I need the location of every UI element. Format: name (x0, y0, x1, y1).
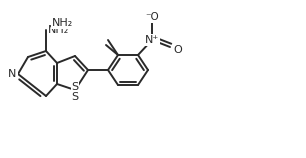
Text: N: N (8, 69, 16, 79)
Text: S: S (71, 82, 79, 92)
Text: O: O (173, 45, 182, 55)
Text: ⁻O: ⁻O (145, 12, 159, 22)
Text: S: S (71, 92, 79, 102)
Text: N⁺: N⁺ (145, 35, 159, 45)
Text: NH₂: NH₂ (52, 18, 73, 28)
Text: N: N (9, 69, 17, 79)
Text: NH₂: NH₂ (48, 25, 69, 35)
